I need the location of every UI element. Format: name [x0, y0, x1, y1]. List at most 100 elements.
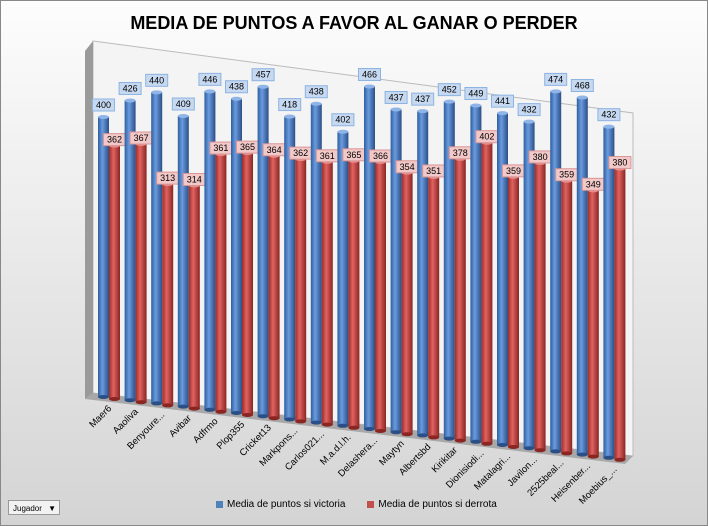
data-label: 432 [517, 103, 541, 117]
svg-text:364: 364 [267, 145, 282, 155]
svg-text:437: 437 [415, 94, 430, 104]
svg-text:432: 432 [522, 105, 537, 115]
data-label: 446 [198, 72, 222, 86]
data-label: 362 [103, 133, 126, 147]
svg-text:378: 378 [453, 148, 468, 158]
svg-text:349: 349 [586, 179, 601, 189]
data-label: 426 [118, 82, 142, 96]
bar-derrota [268, 153, 280, 421]
bar-derrota [215, 152, 227, 414]
bar-derrota [321, 159, 333, 427]
svg-text:457: 457 [256, 70, 271, 80]
svg-text:362: 362 [293, 148, 308, 158]
category-tick-label: Maytyn [377, 439, 406, 468]
bar-victoria [177, 114, 189, 409]
bar-victoria [470, 103, 482, 444]
svg-text:440: 440 [149, 75, 164, 85]
data-label: 366 [369, 149, 392, 163]
dropdown-arrow-icon: ▼ [48, 504, 56, 513]
data-label: 466 [358, 67, 381, 81]
bar-victoria [417, 109, 429, 438]
bar-victoria [204, 89, 216, 412]
svg-text:426: 426 [123, 84, 138, 94]
bar-derrota [109, 143, 120, 401]
data-label: 409 [171, 97, 195, 111]
data-label: 438 [225, 80, 248, 94]
data-label: 314 [182, 173, 206, 187]
data-label: 438 [304, 85, 328, 99]
data-label: 437 [411, 92, 435, 106]
bar-victoria [310, 101, 322, 425]
svg-text:402: 402 [335, 115, 350, 125]
bar-victoria [257, 84, 269, 419]
svg-text:466: 466 [362, 69, 377, 79]
svg-text:354: 354 [400, 162, 415, 172]
svg-text:409: 409 [176, 99, 191, 109]
svg-text:449: 449 [468, 88, 483, 98]
svg-text:365: 365 [240, 142, 255, 152]
data-label: 474 [544, 72, 568, 86]
bar-derrota [561, 178, 573, 456]
bar-derrota [454, 156, 466, 443]
data-label: 402 [475, 130, 499, 144]
category-tick-label: Avibar [167, 413, 194, 440]
bar-derrota [242, 151, 253, 417]
data-label: 457 [251, 68, 275, 82]
svg-text:313: 313 [160, 173, 175, 183]
svg-text:441: 441 [495, 96, 510, 106]
svg-text:438: 438 [309, 87, 324, 97]
data-label: 468 [570, 79, 594, 93]
data-label: 400 [92, 98, 115, 112]
svg-text:361: 361 [320, 151, 335, 161]
bar-victoria [576, 95, 588, 457]
category-tick-label: Maer6 [87, 403, 114, 430]
bar-victoria [284, 114, 296, 422]
bar-derrota [401, 170, 413, 437]
bar-victoria [364, 84, 375, 431]
data-label: 362 [289, 146, 313, 160]
bar-victoria [124, 98, 136, 403]
bar-victoria [98, 115, 109, 399]
bar-derrota [295, 157, 307, 424]
jugador-filter-dropdown[interactable]: Jugador ▼ [8, 500, 60, 515]
bar-derrota [375, 159, 386, 433]
data-label: 313 [156, 171, 180, 185]
data-label: 361 [315, 149, 339, 163]
data-label: 378 [448, 146, 472, 160]
bar-derrota [428, 174, 440, 440]
svg-text:366: 366 [373, 151, 388, 161]
legend-item-victoria: Media de puntos si victoria [216, 499, 345, 510]
bar-derrota [188, 183, 200, 411]
bar-victoria [231, 96, 242, 415]
bar-derrota [481, 140, 493, 446]
data-label: 364 [262, 143, 286, 157]
data-label: 432 [597, 108, 621, 122]
bar-victoria [390, 107, 402, 435]
data-label: 365 [236, 140, 259, 154]
chart-title: MEDIA DE PUNTOS A FAVOR AL GANAR O PERDE… [130, 13, 578, 33]
data-label: 437 [384, 90, 408, 104]
svg-text:437: 437 [389, 92, 404, 102]
bar-victoria [523, 119, 535, 451]
bar-derrota [162, 182, 174, 408]
bar-victoria [443, 99, 455, 441]
svg-text:452: 452 [442, 85, 457, 95]
data-label: 367 [129, 131, 153, 145]
svg-text:365: 365 [346, 150, 361, 160]
category-tick-label: Adfrmo [191, 416, 220, 445]
svg-text:380: 380 [533, 152, 548, 162]
svg-text:432: 432 [601, 110, 616, 120]
legend: Media de puntos si victoria Media de pun… [216, 499, 497, 510]
svg-text:314: 314 [187, 175, 202, 185]
svg-text:474: 474 [548, 74, 563, 84]
bar-victoria [550, 89, 562, 454]
bar-derrota [587, 188, 599, 459]
data-label: 380 [608, 156, 632, 170]
data-label: 380 [528, 150, 552, 164]
bar-derrota [614, 166, 626, 462]
side-wall [85, 41, 93, 399]
legend-item-derrota: Media de puntos si derrota [367, 499, 497, 510]
bar-victoria [337, 129, 349, 428]
svg-text:380: 380 [612, 158, 627, 168]
